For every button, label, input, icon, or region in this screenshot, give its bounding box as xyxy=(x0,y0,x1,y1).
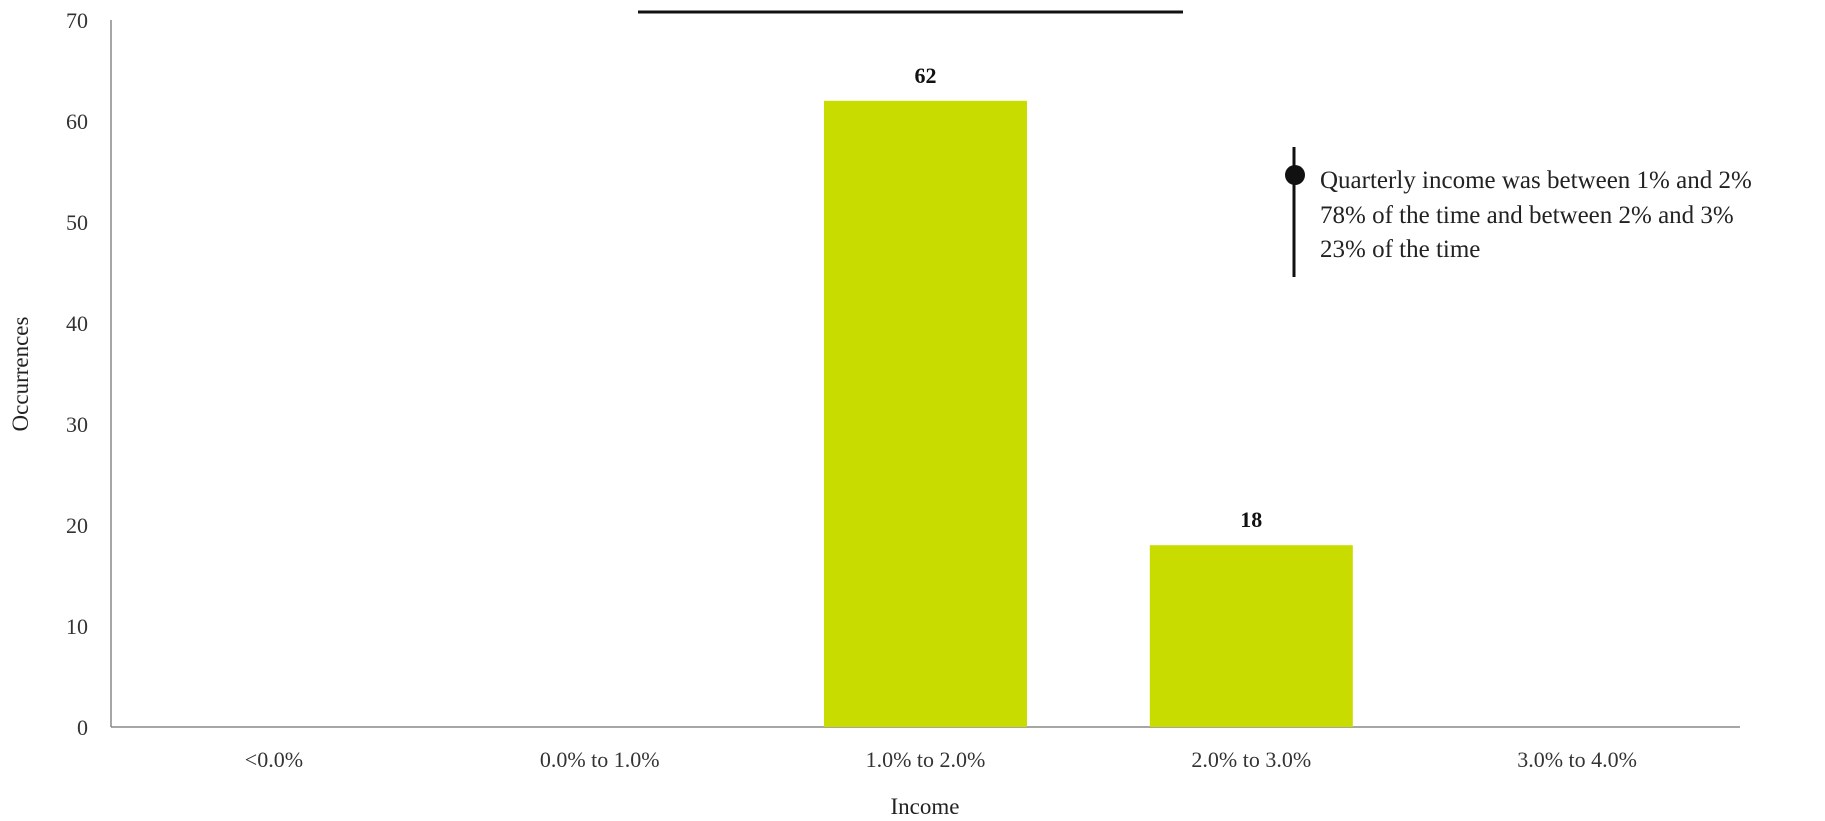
y-tick-label: 0 xyxy=(77,715,88,740)
bar-value-label: 62 xyxy=(915,63,937,88)
annotation-line-1: Quarterly income was between 1% and 2% xyxy=(1320,167,1752,194)
annotation-callout: Quarterly income was between 1% and 2% 7… xyxy=(1285,147,1758,277)
annotation-line-3: 23% of the time xyxy=(1320,236,1480,263)
x-axis-label: Income xyxy=(891,794,960,816)
y-tick-label: 60 xyxy=(66,109,88,134)
y-axis-label: Occurrences xyxy=(8,316,33,431)
bar xyxy=(1149,545,1353,727)
data-labels: 62 18 xyxy=(915,63,1263,532)
y-tick-labels: 0 10 20 30 40 50 60 70 xyxy=(66,8,88,740)
x-tick-label: 3.0% to 4.0% xyxy=(1517,747,1637,772)
y-tick-label: 70 xyxy=(66,8,88,33)
x-tick-label: 2.0% to 3.0% xyxy=(1191,747,1311,772)
x-tick-labels: <0.0% 0.0% to 1.0% 1.0% to 2.0% 2.0% to 3.0… xyxy=(245,747,1637,772)
bar-value-label: 18 xyxy=(1240,507,1262,532)
x-tick-label: <0.0% xyxy=(245,747,303,772)
x-tick-label: 1.0% to 2.0% xyxy=(866,747,986,772)
annotation-dot xyxy=(1285,165,1305,185)
x-tick-label: 0.0% to 1.0% xyxy=(540,747,660,772)
y-tick-label: 40 xyxy=(66,311,88,336)
bars xyxy=(824,100,1353,728)
annotation-text: Quarterly income was between 1% and 2% 7… xyxy=(1320,167,1758,263)
y-tick-label: 30 xyxy=(66,412,88,437)
y-tick-label: 50 xyxy=(66,210,88,235)
bar xyxy=(824,100,1027,728)
y-tick-label: 20 xyxy=(66,513,88,538)
annotation-line-2: 78% of the time and between 2% and 3% xyxy=(1320,202,1734,229)
y-tick-label: 10 xyxy=(66,614,88,639)
